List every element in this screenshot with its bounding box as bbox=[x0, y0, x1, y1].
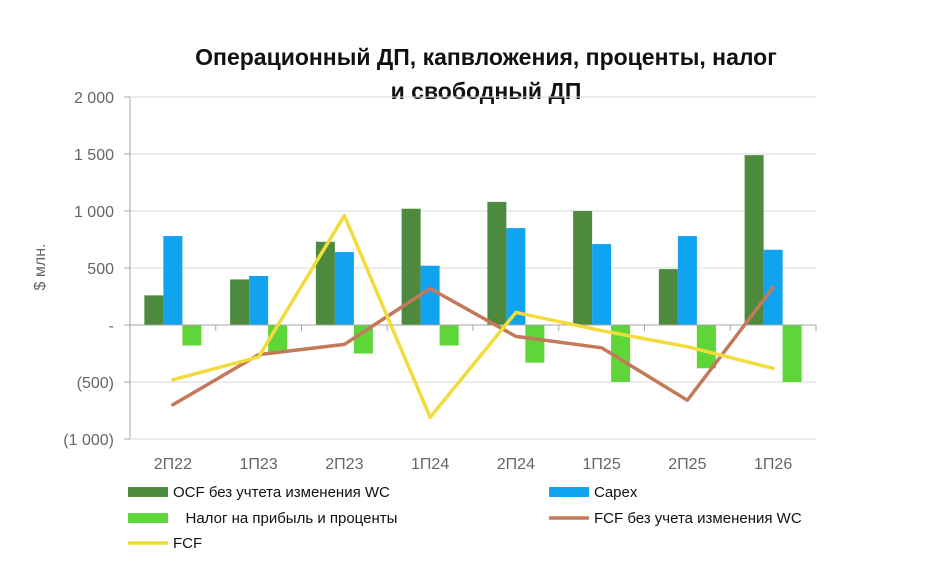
legend-label: FCF bbox=[173, 535, 202, 552]
gridlines bbox=[124, 96, 816, 440]
legend-label: OCF без учтета изменения WC bbox=[173, 484, 390, 501]
legend-label: Налог на прибыль и проценты bbox=[173, 510, 397, 527]
legend-label: Capex bbox=[594, 484, 638, 501]
bar bbox=[696, 325, 716, 369]
bar bbox=[182, 325, 202, 346]
legend-swatch bbox=[128, 513, 168, 523]
bar bbox=[163, 236, 183, 325]
y-tick-label: 1 000 bbox=[74, 204, 114, 221]
y-tick-labels: 2 000 1 500 1 000 500 - (500) (1 000) bbox=[63, 90, 114, 449]
x-tick-label: 2П25 bbox=[668, 456, 706, 473]
bar bbox=[353, 325, 373, 354]
x-tick-label: 2П23 bbox=[325, 456, 363, 473]
legend: OCF без учтета изменения WC Capex Налог н… bbox=[128, 484, 802, 552]
series-line bbox=[171, 213, 775, 420]
chart-title-line-2: и свободный ДП bbox=[391, 78, 582, 104]
legend-label: FCF без учета изменения WC bbox=[594, 510, 802, 527]
bar bbox=[249, 275, 269, 325]
bar bbox=[401, 208, 421, 325]
x-tick-label: 2П24 bbox=[497, 456, 535, 473]
bar bbox=[677, 236, 697, 325]
bar bbox=[744, 155, 764, 325]
bar bbox=[506, 228, 526, 325]
bar bbox=[334, 252, 354, 325]
x-tick-label: 2П22 bbox=[154, 456, 192, 473]
bar bbox=[658, 269, 678, 325]
bar bbox=[144, 295, 164, 325]
bars bbox=[144, 155, 802, 382]
bar bbox=[782, 325, 802, 382]
x-tick-label: 1П26 bbox=[754, 456, 792, 473]
x-tick-label: 1П25 bbox=[583, 456, 621, 473]
bar bbox=[525, 325, 545, 363]
bar bbox=[230, 279, 250, 325]
y-tick-label: - bbox=[109, 318, 114, 335]
legend-swatch bbox=[128, 487, 168, 497]
zero-axis bbox=[129, 324, 817, 331]
y-tick-label: (500) bbox=[77, 375, 114, 392]
legend-swatch bbox=[549, 487, 589, 497]
x-tick-labels: 2П22 1П23 2П23 1П24 2П24 1П25 2П25 1П26 bbox=[154, 456, 793, 473]
chart-title-line-1: Операционный ДП, капвложения, проценты, … bbox=[195, 44, 777, 70]
x-tick-label: 1П24 bbox=[411, 456, 449, 473]
y-tick-label: 1 500 bbox=[74, 147, 114, 164]
series-line bbox=[171, 285, 775, 407]
bar bbox=[611, 325, 631, 382]
y-tick-label: 2 000 bbox=[74, 90, 114, 107]
bar bbox=[487, 201, 507, 325]
bar bbox=[315, 241, 335, 325]
bar bbox=[439, 325, 459, 346]
y-tick-label: (1 000) bbox=[63, 432, 114, 449]
lines bbox=[171, 213, 775, 420]
x-tick-label: 1П23 bbox=[240, 456, 278, 473]
bar bbox=[420, 265, 440, 325]
bar bbox=[592, 244, 612, 325]
bar bbox=[573, 211, 593, 325]
y-axis-label: $ млн. bbox=[32, 244, 49, 291]
y-tick-label: 500 bbox=[87, 261, 114, 278]
